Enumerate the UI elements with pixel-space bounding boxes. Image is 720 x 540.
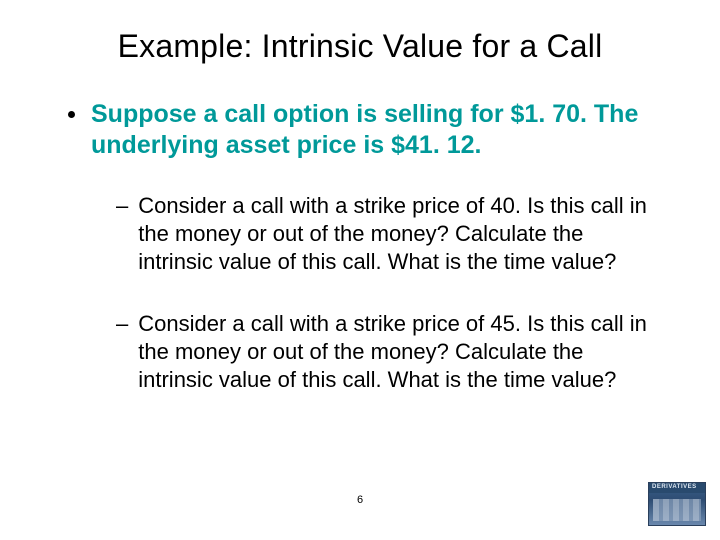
- main-bullet-text: Suppose a call option is selling for $1.…: [91, 99, 660, 162]
- dash-icon: –: [116, 310, 128, 339]
- page-number: 6: [0, 494, 720, 506]
- bullet-level-2: – Consider a call with a strike price of…: [116, 192, 660, 276]
- thumbnail-caption: DERIVATIVES: [652, 484, 697, 490]
- sub-bullet-text: Consider a call with a strike price of 4…: [138, 192, 660, 276]
- slide: Example: Intrinsic Value for a Call Supp…: [0, 0, 720, 540]
- slide-title: Example: Intrinsic Value for a Call: [60, 28, 660, 65]
- dash-icon: –: [116, 192, 128, 221]
- sub-bullet-text: Consider a call with a strike price of 4…: [138, 310, 660, 394]
- bullet-level-1: Suppose a call option is selling for $1.…: [68, 99, 660, 162]
- bullet-level-2: – Consider a call with a strike price of…: [116, 310, 660, 394]
- textbook-thumbnail-icon: DERIVATIVES: [648, 482, 706, 526]
- bullet-dot-icon: [68, 111, 75, 118]
